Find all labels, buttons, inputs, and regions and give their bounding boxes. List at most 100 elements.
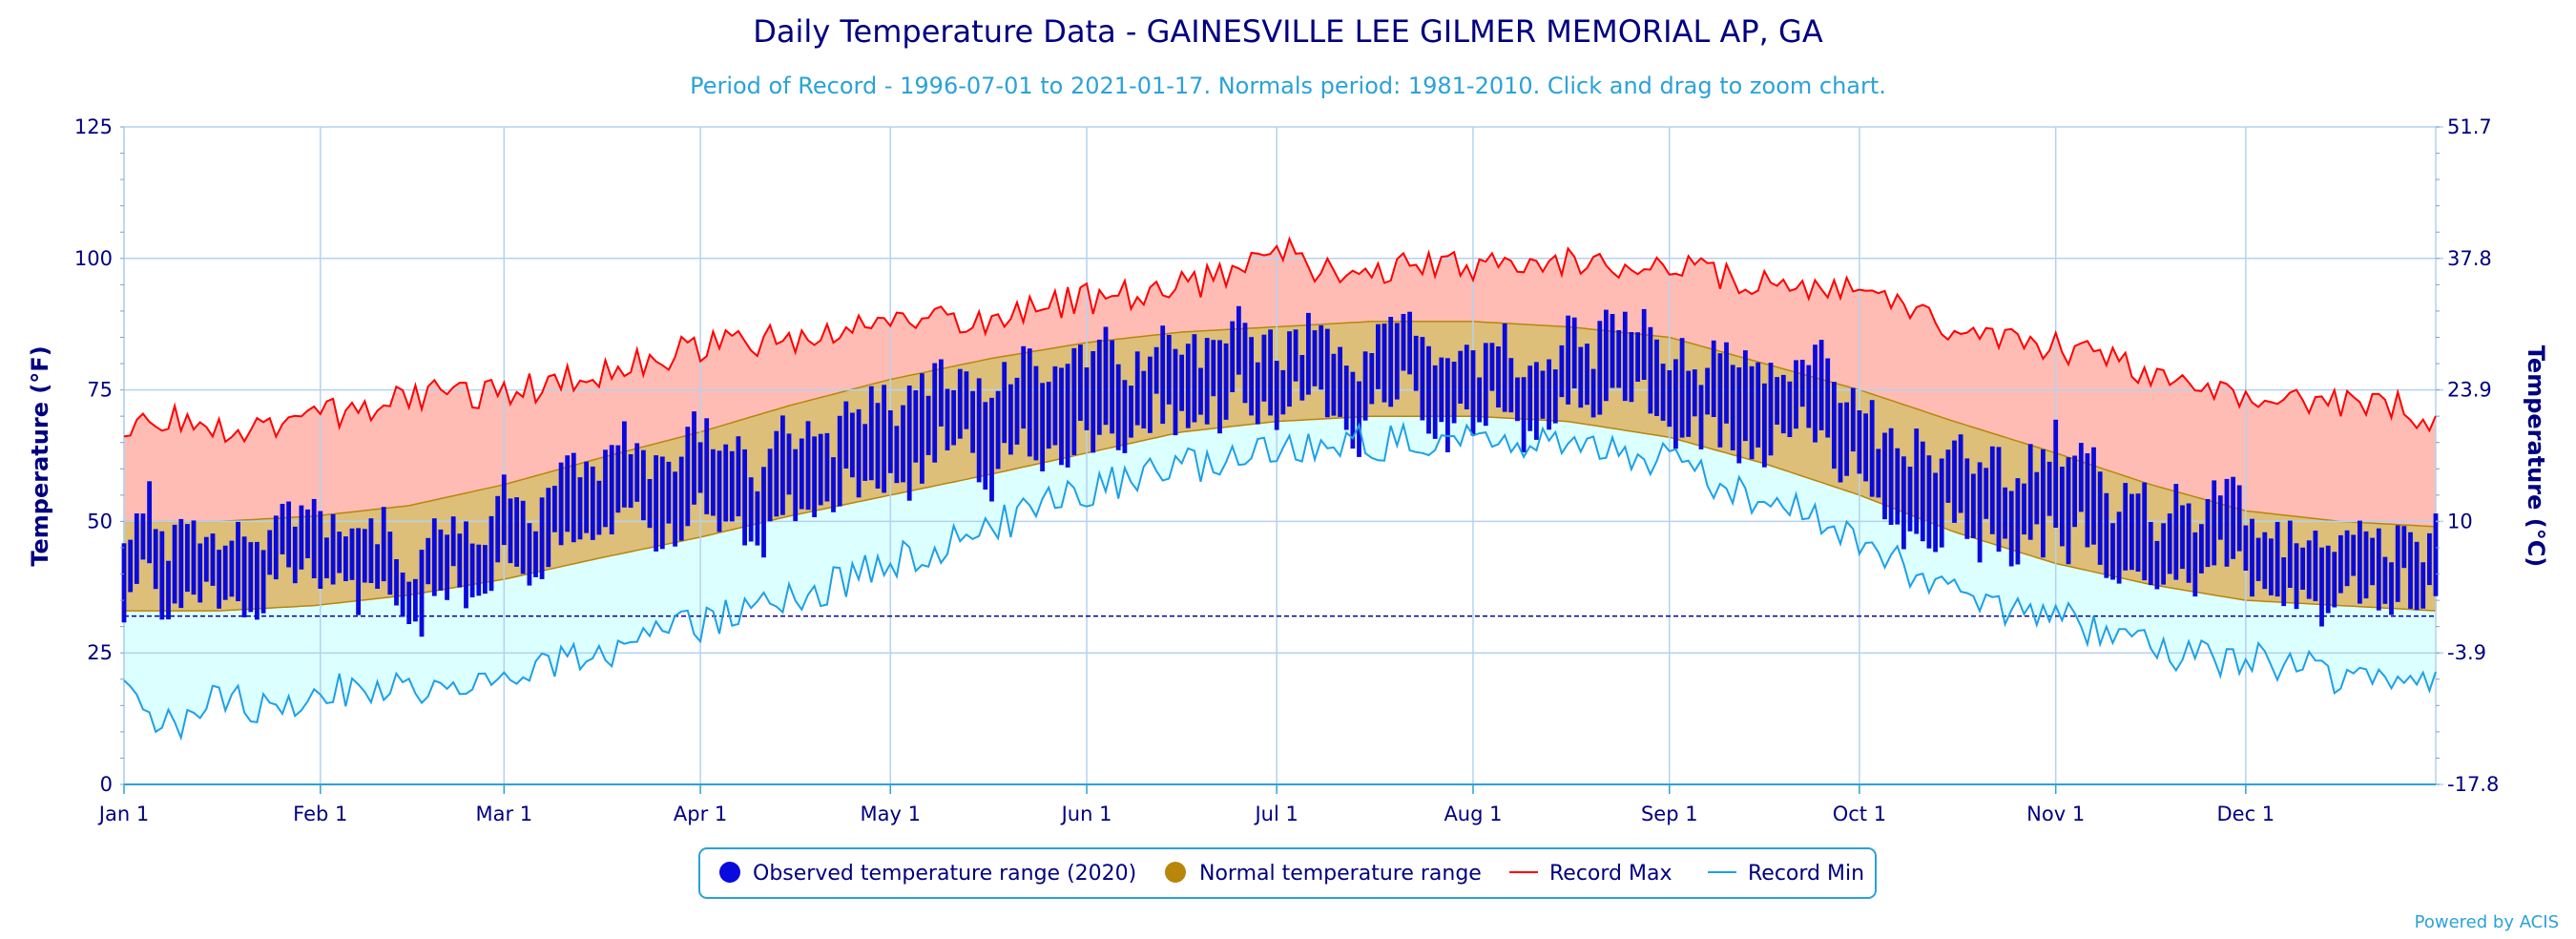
observed-bar[interactable] bbox=[1920, 441, 1925, 542]
observed-bar[interactable] bbox=[2332, 552, 2337, 608]
observed-bar[interactable] bbox=[1287, 331, 1292, 407]
observed-bar[interactable] bbox=[1470, 350, 1476, 436]
observed-bar[interactable] bbox=[818, 433, 823, 506]
observed-bar[interactable] bbox=[723, 444, 729, 522]
observed-bar[interactable] bbox=[945, 388, 950, 451]
observed-bar[interactable] bbox=[1198, 367, 1203, 415]
observed-bar[interactable] bbox=[1331, 353, 1337, 416]
observed-bar[interactable] bbox=[356, 528, 361, 616]
observed-bar[interactable] bbox=[1160, 325, 1166, 425]
observed-bar[interactable] bbox=[1775, 377, 1779, 425]
observed-bar[interactable] bbox=[1755, 362, 1761, 448]
observed-bar[interactable] bbox=[121, 543, 127, 623]
observed-bar[interactable] bbox=[514, 497, 519, 567]
observed-bar[interactable] bbox=[2097, 471, 2103, 565]
observed-bar[interactable] bbox=[799, 438, 804, 510]
observed-bar[interactable] bbox=[2319, 547, 2324, 627]
observed-bar[interactable] bbox=[641, 449, 646, 521]
observed-bar[interactable] bbox=[1008, 384, 1013, 455]
observed-bar[interactable] bbox=[989, 397, 994, 502]
observed-bar[interactable] bbox=[1204, 338, 1210, 425]
observed-bar[interactable] bbox=[1103, 326, 1109, 426]
observed-bar[interactable] bbox=[476, 544, 482, 596]
observed-bar[interactable] bbox=[546, 488, 551, 568]
observed-bar[interactable] bbox=[1280, 369, 1286, 415]
observed-bar[interactable] bbox=[1590, 368, 1596, 418]
observed-bar[interactable] bbox=[1673, 359, 1678, 449]
observed-bar[interactable] bbox=[1458, 350, 1464, 404]
observed-bar[interactable] bbox=[1571, 317, 1577, 388]
observed-bar[interactable] bbox=[153, 529, 158, 590]
observed-bar[interactable] bbox=[622, 421, 627, 508]
observed-bar[interactable] bbox=[1502, 323, 1507, 412]
observed-bar[interactable] bbox=[868, 386, 874, 481]
observed-bar[interactable] bbox=[882, 385, 886, 493]
observed-bar[interactable] bbox=[1173, 348, 1178, 436]
observed-bar[interactable] bbox=[1610, 314, 1615, 388]
observed-bar[interactable] bbox=[330, 513, 336, 585]
observed-bar[interactable] bbox=[634, 443, 640, 502]
observed-bar[interactable] bbox=[394, 559, 399, 606]
observed-bar[interactable] bbox=[558, 462, 564, 546]
observed-bar[interactable] bbox=[2262, 532, 2268, 590]
observed-bar[interactable] bbox=[2306, 540, 2312, 599]
observed-bar[interactable] bbox=[1971, 473, 1976, 539]
observed-bar[interactable] bbox=[2123, 483, 2129, 571]
observed-bar[interactable] bbox=[1882, 432, 1887, 520]
observed-bar[interactable] bbox=[337, 532, 343, 574]
observed-bar[interactable] bbox=[191, 520, 197, 595]
observed-bar[interactable] bbox=[2389, 562, 2394, 616]
observed-bar[interactable] bbox=[793, 449, 799, 522]
observed-bar[interactable] bbox=[1021, 345, 1027, 429]
observed-bar[interactable] bbox=[464, 521, 468, 609]
observed-bar[interactable] bbox=[1863, 413, 1868, 482]
observed-bar[interactable] bbox=[445, 534, 449, 600]
observed-bar[interactable] bbox=[1711, 340, 1716, 417]
observed-bar[interactable] bbox=[1799, 360, 1805, 407]
observed-bar[interactable] bbox=[1381, 323, 1387, 403]
observed-bar[interactable] bbox=[742, 449, 747, 546]
observed-bar[interactable] bbox=[2154, 540, 2160, 590]
observed-bar[interactable] bbox=[2300, 547, 2305, 590]
legend-item-record-min[interactable]: Record Min bbox=[1708, 862, 1864, 886]
observed-bar[interactable] bbox=[780, 415, 785, 515]
observed-bar[interactable] bbox=[571, 452, 576, 543]
observed-bar[interactable] bbox=[1014, 377, 1020, 445]
observed-bar[interactable] bbox=[147, 481, 152, 564]
observed-bar[interactable] bbox=[1489, 343, 1495, 391]
observed-bar[interactable] bbox=[1217, 340, 1222, 434]
observed-bar[interactable] bbox=[495, 495, 501, 563]
observed-bar[interactable] bbox=[1096, 339, 1102, 435]
observed-bar[interactable] bbox=[2078, 443, 2084, 512]
observed-bar[interactable] bbox=[1717, 353, 1723, 448]
observed-bar[interactable] bbox=[1071, 347, 1077, 455]
observed-bar[interactable] bbox=[2408, 532, 2413, 609]
observed-bar[interactable] bbox=[1388, 317, 1394, 407]
observed-bar[interactable] bbox=[995, 390, 1001, 470]
observed-bar[interactable] bbox=[1996, 447, 2002, 553]
observed-bar[interactable] bbox=[2363, 531, 2369, 599]
observed-bar[interactable] bbox=[812, 436, 817, 517]
observed-bar[interactable] bbox=[755, 490, 760, 546]
observed-bar[interactable] bbox=[957, 368, 963, 439]
observed-bar[interactable] bbox=[128, 539, 134, 593]
observed-bar[interactable] bbox=[2003, 487, 2007, 539]
observed-bar[interactable] bbox=[431, 518, 437, 596]
observed-bar[interactable] bbox=[1515, 377, 1520, 422]
observed-bar[interactable] bbox=[887, 410, 893, 473]
observed-bar[interactable] bbox=[925, 395, 931, 455]
observed-bar[interactable] bbox=[413, 578, 418, 622]
observed-bar[interactable] bbox=[400, 573, 405, 617]
observed-bar[interactable] bbox=[1648, 326, 1653, 414]
observed-bar[interactable] bbox=[2217, 495, 2223, 540]
observed-bar[interactable] bbox=[1084, 367, 1090, 430]
observed-bar[interactable] bbox=[628, 454, 634, 509]
observed-bar[interactable] bbox=[1806, 365, 1812, 428]
observed-bar[interactable] bbox=[697, 442, 703, 493]
observed-bar[interactable] bbox=[1604, 309, 1609, 402]
observed-bar[interactable] bbox=[2212, 480, 2217, 566]
observed-bar[interactable] bbox=[1945, 449, 1951, 503]
observed-bar[interactable] bbox=[1964, 458, 1970, 539]
observed-bar[interactable] bbox=[609, 445, 614, 534]
observed-bar[interactable] bbox=[450, 516, 456, 567]
